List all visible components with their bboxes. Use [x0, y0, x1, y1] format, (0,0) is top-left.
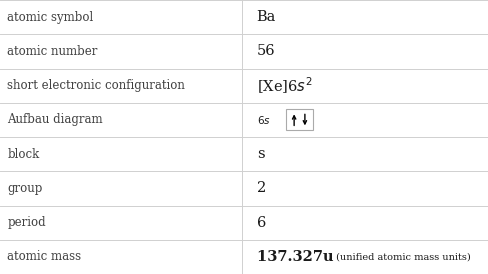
Text: u: u: [322, 250, 333, 264]
Text: atomic mass: atomic mass: [7, 250, 81, 263]
Text: [Xe]6$s^2$: [Xe]6$s^2$: [256, 75, 312, 96]
Text: Aufbau diagram: Aufbau diagram: [7, 113, 103, 126]
Text: 56: 56: [256, 44, 275, 58]
Text: (unified atomic mass units): (unified atomic mass units): [332, 252, 469, 261]
Text: atomic symbol: atomic symbol: [7, 11, 93, 24]
Text: Ba: Ba: [256, 10, 276, 24]
Text: short electronic configuration: short electronic configuration: [7, 79, 185, 92]
Text: block: block: [7, 148, 40, 161]
Text: s: s: [256, 147, 264, 161]
Text: 137.327: 137.327: [256, 250, 327, 264]
Bar: [285, 109, 312, 130]
Text: 2: 2: [256, 181, 265, 195]
Text: period: period: [7, 216, 46, 229]
Text: group: group: [7, 182, 42, 195]
Text: atomic number: atomic number: [7, 45, 98, 58]
Text: $6s$: $6s$: [256, 114, 270, 126]
Text: 6: 6: [256, 216, 265, 230]
